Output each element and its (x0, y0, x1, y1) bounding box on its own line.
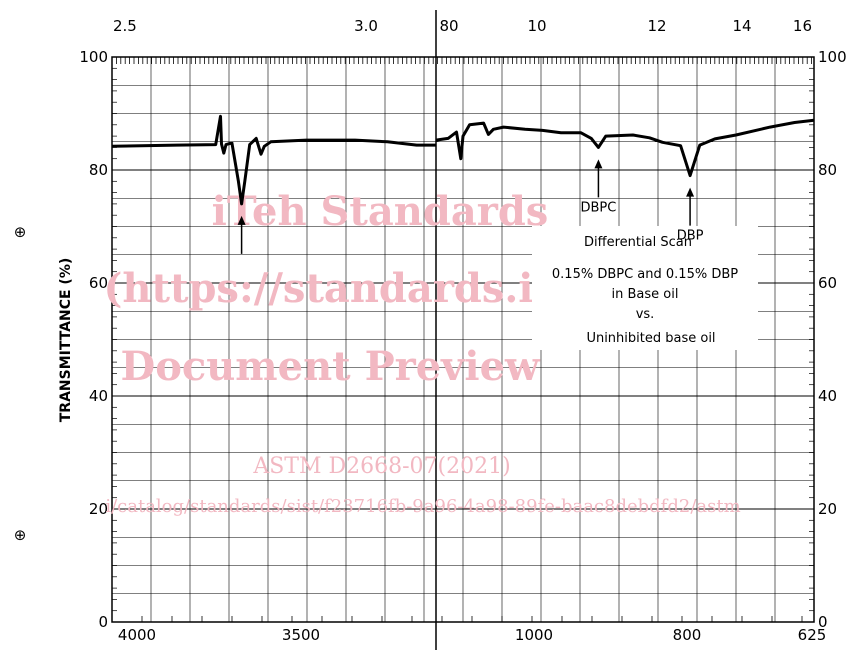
plot-frame (111, 56, 815, 623)
spectrum-line-right (435, 118, 815, 178)
watermark-line-1: iTeh Standards (212, 188, 549, 235)
y-axis-tick-label-right: 100 (818, 48, 846, 66)
left-margin-markers: ⊕⊕ (14, 223, 27, 544)
bottom-axis-tick-label: 800 (673, 626, 702, 644)
top-axis-tick-label: 3.0 (354, 17, 378, 35)
top-axis-tick-label: 10 (527, 17, 546, 35)
y-axis-tick-label-left: 80 (89, 161, 108, 179)
y-axis-tick-label-right: 0 (818, 613, 828, 631)
description-line-3: in Base oil (612, 287, 679, 302)
top-axis-labels: 2.5 3.0 80 10 12 14 16 (113, 17, 812, 35)
bottom-axis-tick-label: 625 (798, 626, 827, 644)
top-axis-tick-label: 16 (793, 17, 812, 35)
peak-annotations: DBPC DBP (237, 159, 704, 254)
top-axis-tick-label: 12 (647, 17, 666, 35)
watermark-line-5: i/catalog/standards/sist/f23716fb-9a96-4… (105, 496, 740, 517)
top-axis-tick-label: 80 (439, 17, 458, 35)
description-line-5: Uninhibited base oil (586, 331, 715, 346)
spectrum-series (111, 114, 815, 206)
top-axis-tick-label: 2.5 (113, 17, 137, 35)
annotation-arrow-head (237, 215, 246, 225)
annotation-arrow-head (686, 187, 695, 197)
bottom-axis-tick-label: 3500 (282, 626, 320, 644)
y-axis-labels-left: 0 20 40 60 80 100 (79, 48, 108, 631)
bottom-axis-tick-label: 4000 (118, 626, 156, 644)
registration-mark-icon: ⊕ (14, 526, 27, 544)
annotation-arrow-head (594, 159, 603, 169)
y-axis-title: TRANSMITTANCE (%) (58, 258, 74, 423)
y-axis-tick-label-left: 40 (89, 387, 108, 405)
description-line-2: 0.15% DBPC and 0.15% DBP (552, 267, 738, 282)
y-axis-tick-label-right: 60 (818, 274, 837, 292)
y-axis-labels-right: 0 20 40 60 80 100 (818, 48, 846, 631)
description-line-1: Differential Scan (584, 235, 692, 250)
y-axis-tick-label-left: 0 (98, 613, 108, 631)
y-axis-tick-label-left: 100 (79, 48, 108, 66)
y-axis-tick-label-left: 20 (89, 500, 108, 518)
top-axis-tick-label: 14 (732, 17, 751, 35)
y-axis-tick-label-left: 60 (89, 274, 108, 292)
bottom-axis-labels: 4000 3500 1000 800 625 (118, 626, 826, 644)
description-box (532, 226, 758, 350)
description-line-4: vs. (636, 307, 655, 322)
y-axis-tick-label-right: 40 (818, 387, 837, 405)
annotation-label: DBPC (580, 200, 616, 215)
y-axis-tick-label-right: 80 (818, 161, 837, 179)
y-axis-tick-label-right: 20 (818, 500, 837, 518)
axis-tick-marks (111, 57, 814, 622)
spectrum-line-left (111, 114, 436, 206)
annotation-label: DBP (677, 229, 704, 244)
bottom-axis-tick-label: 1000 (515, 626, 553, 644)
registration-mark-icon: ⊕ (14, 223, 27, 241)
watermark-line-4: ASTM D2668-07(2021) (252, 454, 510, 479)
watermark-line-3: Document Preview (121, 343, 542, 390)
